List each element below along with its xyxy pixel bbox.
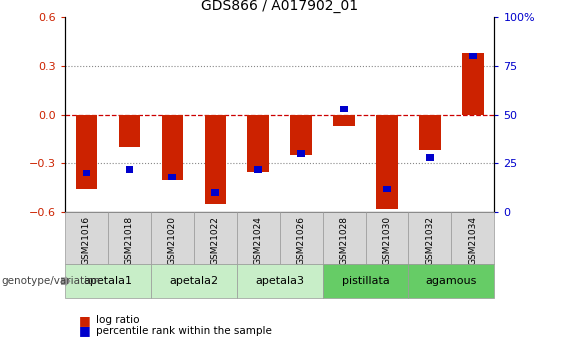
Text: apetala1: apetala1: [84, 276, 132, 286]
Bar: [211, 189, 219, 196]
Bar: [333, 115, 355, 126]
Bar: [376, 115, 398, 209]
Bar: [462, 53, 484, 115]
Bar: [205, 115, 226, 204]
Text: GSM21026: GSM21026: [297, 216, 306, 265]
Text: ■: ■: [79, 314, 91, 327]
Text: GSM21032: GSM21032: [425, 216, 434, 265]
Text: GSM21028: GSM21028: [340, 216, 349, 265]
Text: GSM21016: GSM21016: [82, 216, 91, 265]
Bar: [151, 264, 237, 298]
Bar: [162, 115, 183, 180]
Bar: [119, 115, 140, 147]
Bar: [323, 212, 366, 264]
Bar: [280, 212, 323, 264]
Bar: [194, 212, 237, 264]
Bar: [340, 106, 348, 112]
Bar: [408, 264, 494, 298]
Bar: [82, 170, 90, 176]
Bar: [237, 212, 280, 264]
Text: ■: ■: [79, 324, 91, 337]
Bar: [469, 53, 477, 59]
Bar: [237, 264, 323, 298]
Text: log ratio: log ratio: [96, 315, 140, 325]
Bar: [65, 212, 108, 264]
Text: apetala3: apetala3: [255, 276, 304, 286]
Bar: [408, 212, 451, 264]
Bar: [254, 166, 262, 172]
Title: GDS866 / A017902_01: GDS866 / A017902_01: [201, 0, 358, 13]
Text: pistillata: pistillata: [342, 276, 389, 286]
Bar: [108, 212, 151, 264]
Bar: [426, 154, 434, 161]
Text: GSM21018: GSM21018: [125, 216, 134, 265]
Bar: [65, 264, 151, 298]
Text: genotype/variation: genotype/variation: [1, 276, 100, 286]
Text: percentile rank within the sample: percentile rank within the sample: [96, 326, 272, 335]
Text: apetala2: apetala2: [170, 276, 218, 286]
Text: GSM21030: GSM21030: [383, 216, 392, 265]
Bar: [151, 212, 194, 264]
Bar: [168, 174, 176, 180]
Bar: [383, 186, 391, 192]
Bar: [247, 115, 269, 171]
Text: GSM21022: GSM21022: [211, 216, 220, 265]
Text: GSM21024: GSM21024: [254, 216, 263, 265]
Text: agamous: agamous: [426, 276, 477, 286]
Bar: [366, 212, 408, 264]
Bar: [125, 166, 133, 172]
Bar: [290, 115, 312, 155]
Text: GSM21034: GSM21034: [468, 216, 477, 265]
Bar: [297, 150, 305, 157]
Bar: [323, 264, 408, 298]
Bar: [76, 115, 97, 189]
Bar: [451, 212, 494, 264]
Text: GSM21020: GSM21020: [168, 216, 177, 265]
Bar: [419, 115, 441, 150]
